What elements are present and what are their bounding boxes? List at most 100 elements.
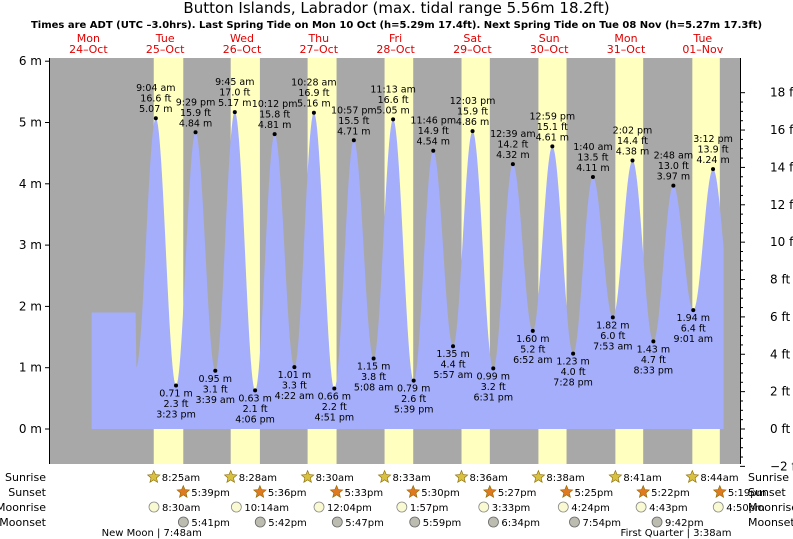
low-tide-point <box>491 366 496 371</box>
low-tide-point <box>451 344 456 349</box>
tide-label-ft: 4.7 ft <box>641 355 666 366</box>
tide-label-lbl: 4.81 m <box>258 120 291 131</box>
tide-label-ft: 14.9 ft <box>418 126 449 137</box>
event-time: 12:04pm <box>327 503 372 514</box>
tide-label-time: 7:28 pm <box>553 378 593 389</box>
tide-label-ft: 2.6 ft <box>401 394 426 405</box>
tide-label-ft: 17.0 ft <box>219 88 250 99</box>
event-time: 5:27pm <box>498 488 537 499</box>
high-tide-point <box>590 175 595 180</box>
tide-label-lbl: 1.43 m <box>637 344 670 355</box>
event-time: 7:54pm <box>582 518 621 529</box>
tide-label-time: 2:48 am <box>654 151 693 162</box>
moonset-icon <box>651 516 663 528</box>
tide-label-time: 8:33 pm <box>634 365 674 376</box>
tide-label-lbl: 0.71 m <box>159 388 192 399</box>
day-labels: Mon24–OctTue25–OctWed26–OctThu27–OctFri2… <box>69 32 724 56</box>
tide-label-time: 12:59 pm <box>529 111 575 122</box>
moon-phase-label: First Quarter | 3:38am <box>621 528 732 539</box>
day-label-date: 26–Oct <box>223 43 262 56</box>
moonset-icon <box>488 516 499 528</box>
left-tick-label: 3 m <box>19 238 42 252</box>
tide-label-time: 3:12 pm <box>693 134 733 145</box>
right-tick-label: 18 ft <box>770 86 793 100</box>
tide-label-ft: 4.4 ft <box>441 360 466 371</box>
low-tide-point <box>530 328 535 333</box>
low-tide-point <box>691 308 696 313</box>
moonrise-icon <box>396 501 408 513</box>
tide-label-time: 6:52 am <box>513 355 552 366</box>
moonrise-icon <box>712 501 724 513</box>
sunrise-icon <box>377 469 392 483</box>
tide-label-lbl: 5.16 m <box>297 99 330 110</box>
tide-label-lbl: 4.86 m <box>456 117 489 128</box>
day-label-date: 27–Oct <box>300 43 339 56</box>
tide-label-time: 3:23 pm <box>156 409 196 420</box>
high-tide-point <box>272 132 277 137</box>
tide-label-lbl: 1.82 m <box>596 320 629 331</box>
tide-label-lbl: 4.61 m <box>536 132 569 143</box>
sun-moon-rows: Sunrise Sunrise 8:25am 8:28am 8:30am 8:33am 8:… <box>0 469 793 539</box>
tide-label-ft: 15.9 ft <box>180 108 211 119</box>
event-time: 5:22pm <box>651 488 690 499</box>
tide-label-time: 9:45 am <box>215 77 254 88</box>
low-tide-point <box>332 386 337 391</box>
tide-label-lbl: 1.01 m <box>278 370 311 381</box>
moonrise-icon <box>635 501 647 513</box>
sunset-icon <box>482 484 497 498</box>
tide-label-ft: 14.4 ft <box>617 136 648 147</box>
event-time: 8:25am <box>162 473 200 484</box>
high-tide-point <box>311 110 316 115</box>
tide-label-time: 10:57 pm <box>331 105 377 116</box>
tide-label-time: 1:40 am <box>573 142 612 153</box>
left-tick-label: 2 m <box>19 299 42 313</box>
event-time: 4:50pm <box>726 503 765 514</box>
high-tide-point <box>550 144 555 149</box>
day-label-date: 29–Oct <box>453 43 492 56</box>
tide-label-lbl: 3.97 m <box>657 172 690 183</box>
right-tick-label: −2 ft <box>770 459 793 473</box>
row-label-left: Moonrise <box>0 501 46 514</box>
day-label-dow: Thu <box>307 32 329 45</box>
day-label-dow: Tue <box>155 32 175 45</box>
tide-label-time: 9:29 pm <box>176 97 216 108</box>
event-time: 5:39pm <box>191 488 230 499</box>
tide-label-ft: 4.0 ft <box>561 367 586 378</box>
tide-label-time: 4:06 pm <box>235 414 275 425</box>
tide-label-time: 10:12 pm <box>252 99 298 110</box>
tide-label-lbl: 4.38 m <box>616 147 649 158</box>
tide-label-lbl: 0.63 m <box>238 393 271 404</box>
event-time: 8:28am <box>239 473 277 484</box>
left-tick-label: 1 m <box>19 361 42 375</box>
row-label-left: Sunset <box>8 486 46 499</box>
day-label-date: 31–Oct <box>607 43 646 56</box>
right-tick-label: 8 ft <box>770 273 790 287</box>
tide-label-lbl: 4.32 m <box>496 150 529 161</box>
event-time: 5:30pm <box>421 488 460 499</box>
high-tide-point <box>630 158 635 163</box>
low-tide-point <box>571 351 576 356</box>
row-label-right: Sunrise <box>748 471 789 484</box>
event-time: 8:41am <box>623 473 661 484</box>
row-label-right: Sunset <box>748 486 786 499</box>
event-time: 8:44am <box>700 473 738 484</box>
row-label-right: Moonset <box>748 516 793 529</box>
tide-label-ft: 13.0 ft <box>658 161 689 172</box>
event-time: 1:57pm <box>410 503 449 514</box>
event-time: 5:59pm <box>423 518 462 529</box>
event-time: 5:19pm <box>728 488 767 499</box>
tide-label-ft: 6.4 ft <box>681 324 706 335</box>
low-tide-point <box>174 383 179 388</box>
moonset-icon <box>569 516 580 528</box>
moonrise-icon <box>313 501 325 513</box>
tide-label-ft: 13.5 ft <box>577 153 608 164</box>
event-time: 8:30am <box>316 473 354 484</box>
event-time: 5:42pm <box>268 518 307 529</box>
tide-label-time: 9:01 am <box>674 334 713 345</box>
tide-label-ft: 15.8 ft <box>259 110 290 121</box>
low-tide-point <box>213 368 218 373</box>
high-tide-point <box>232 110 237 115</box>
right-tick-label: 2 ft <box>770 385 790 399</box>
